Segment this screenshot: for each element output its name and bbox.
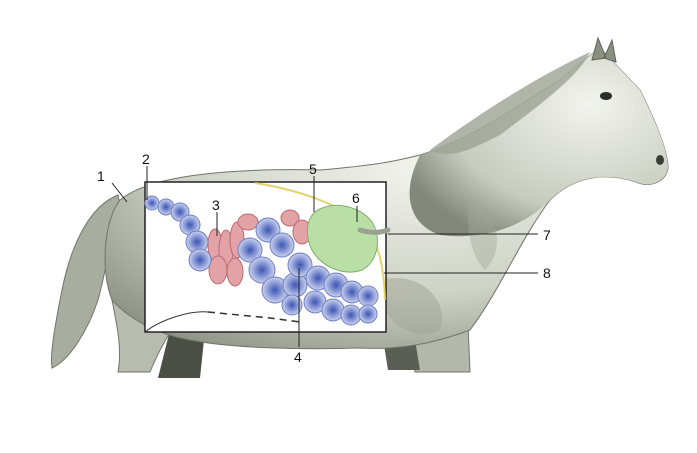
leader-1 bbox=[111, 182, 128, 203]
colon bbox=[144, 195, 379, 326]
flank-line bbox=[144, 311, 209, 333]
label-4: 4 bbox=[294, 349, 302, 365]
leader-lines bbox=[111, 166, 538, 347]
horse-mane bbox=[430, 52, 590, 155]
number-labels: 1 2 3 4 5 6 7 8 bbox=[97, 151, 551, 365]
label-1: 1 bbox=[97, 168, 105, 184]
label-5: 5 bbox=[309, 161, 317, 177]
label-3: 3 bbox=[212, 197, 220, 213]
organs bbox=[144, 195, 391, 326]
label-6: 6 bbox=[352, 190, 360, 206]
horse-hind-leg-far bbox=[158, 330, 205, 378]
label-7: 7 bbox=[543, 227, 551, 243]
oesophagus bbox=[357, 227, 391, 235]
horse-eye bbox=[600, 92, 612, 100]
horse-ear bbox=[591, 36, 617, 63]
stomach bbox=[307, 204, 378, 273]
flank-dashed-line bbox=[207, 311, 301, 323]
label-2: 2 bbox=[142, 151, 150, 167]
horse-nostril bbox=[656, 155, 664, 165]
label-8: 8 bbox=[543, 265, 551, 281]
